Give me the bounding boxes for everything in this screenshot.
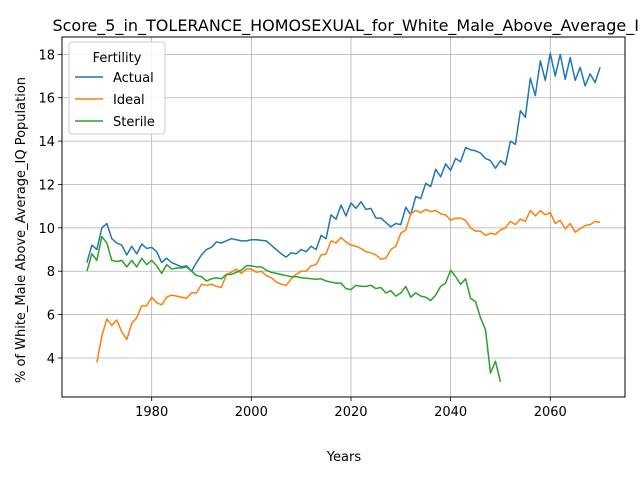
x-tick-label: 2060 [534, 405, 567, 420]
y-tick-label: 4 [47, 352, 55, 367]
y-tick-label: 6 [47, 309, 55, 324]
series-line-actual [86, 52, 601, 272]
grid [62, 37, 625, 397]
x-axis-label: Years [326, 450, 362, 465]
legend-label-ideal: Ideal [113, 93, 145, 108]
series-line-sterile [86, 235, 502, 382]
x-axis-ticks: 1980 2000 2020 2040 2060 [135, 397, 567, 420]
x-tick-label: 2000 [235, 405, 268, 420]
series-line-ideal [96, 208, 601, 363]
y-tick-label: 14 [38, 135, 55, 150]
chart-title: Score_5_in_TOLERANCE_HOMOSEXUAL_for_Whit… [52, 16, 640, 36]
plot-frame [61, 36, 626, 398]
legend-box [68, 41, 166, 135]
y-axis-label: % of White_Male Above_Average_IQ Populat… [14, 77, 29, 383]
legend: Fertility Actual Ideal Sterile [68, 41, 166, 135]
x-tick-label: 1980 [135, 405, 168, 420]
x-tick-label: 2040 [434, 405, 467, 420]
y-tick-label: 12 [38, 178, 55, 193]
y-tick-label: 8 [47, 265, 55, 280]
y-tick-label: 16 [38, 92, 55, 107]
y-axis-ticks: 4 6 8 10 12 14 16 18 [38, 48, 62, 367]
series-lines [86, 52, 601, 382]
legend-label-sterile: Sterile [113, 115, 155, 130]
legend-label-actual: Actual [113, 71, 154, 86]
x-tick-label: 2020 [334, 405, 367, 420]
y-tick-label: 18 [38, 48, 55, 63]
y-tick-label: 10 [38, 222, 55, 237]
legend-entries: Actual Ideal Sterile [75, 71, 155, 130]
legend-title: Fertility [93, 51, 142, 66]
